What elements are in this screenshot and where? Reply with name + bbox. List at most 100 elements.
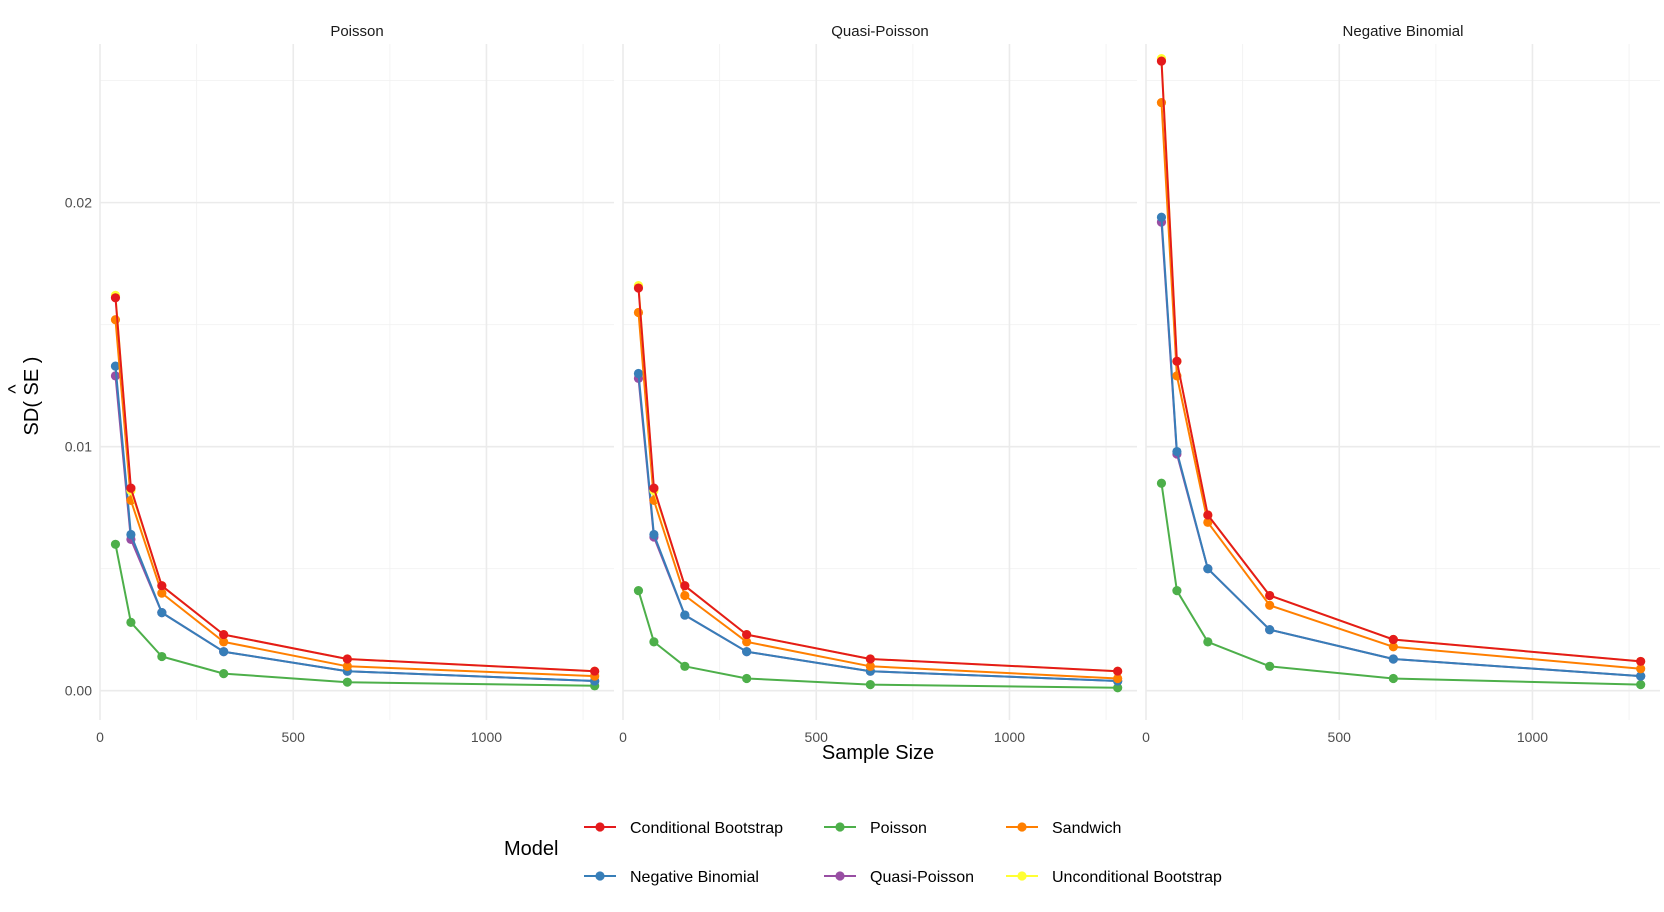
data-point-poisson [1636, 680, 1646, 690]
data-point-negative-binomial [157, 608, 167, 618]
legend-item-conditional-bootstrap: Conditional Bootstrap [584, 820, 783, 837]
data-point-negative-binomial [1265, 625, 1275, 635]
series-line-unconditional-bootstrap [114, 295, 595, 673]
legend-label: Quasi-Poisson [870, 869, 974, 886]
panel-title: Negative Binomial [1343, 23, 1464, 40]
data-point-conditional-bootstrap [157, 581, 167, 591]
legend-key-point [835, 871, 845, 881]
legend-item-poisson: Poisson [824, 820, 927, 837]
data-point-negative-binomial [633, 368, 644, 379]
data-point-poisson [1203, 637, 1213, 647]
data-point-conditional-bootstrap [219, 629, 229, 640]
data-point-sandwich [1636, 664, 1646, 674]
y-axis-title-group: SD( SE ) ^ [5, 357, 43, 436]
data-point-poisson [680, 661, 690, 671]
panel-title: Poisson [330, 23, 383, 40]
data-point-negative-binomial [1636, 671, 1646, 681]
y-axis-title: SD( SE ) [21, 357, 43, 436]
legend-item-unconditional-bootstrap: Unconditional Bootstrap [1006, 869, 1222, 886]
legend-item-sandwich: Sandwich [1006, 820, 1121, 837]
series-line-sandwich [1160, 102, 1641, 670]
data-point-sandwich [157, 588, 167, 598]
data-point-poisson [342, 677, 352, 687]
data-point-negative-binomial [110, 361, 121, 371]
legend-label: Conditional Bootstrap [630, 820, 783, 837]
data-point-sandwich [1265, 600, 1275, 610]
data-point-poisson [110, 539, 121, 549]
x-tick-label: 500 [282, 729, 306, 745]
series-line-negative-binomial [637, 373, 1118, 682]
data-point-conditional-bootstrap [1265, 590, 1275, 601]
series-line-conditional-bootstrap [114, 297, 595, 673]
data-point-conditional-bootstrap [342, 654, 352, 664]
legend-item-negative-binomial: Negative Binomial [584, 869, 759, 886]
legend-label: Sandwich [1052, 820, 1121, 837]
x-tick-label: 1000 [471, 729, 502, 745]
series-line-quasi-poisson [1160, 222, 1641, 678]
data-point-negative-binomial [742, 647, 752, 657]
data-point-poisson [649, 637, 659, 647]
series-line-sandwich [637, 312, 1118, 680]
legend-label: Negative Binomial [630, 869, 759, 886]
data-point-conditional-bootstrap [1388, 634, 1398, 645]
series-line-poisson [114, 544, 595, 687]
series-line-sandwich [114, 319, 595, 678]
x-tick-label: 0 [1142, 729, 1150, 745]
data-point-poisson [865, 680, 875, 690]
data-point-conditional-bootstrap [1156, 56, 1167, 66]
series-line-conditional-bootstrap [637, 287, 1118, 673]
data-point-negative-binomial [126, 529, 136, 540]
data-point-sandwich [342, 661, 352, 671]
data-point-negative-binomial [1388, 654, 1398, 664]
panel-poisson: Poisson 0 500 1000 [96, 23, 614, 745]
x-axis-title: Sample Size [822, 742, 934, 764]
data-point-poisson [1265, 661, 1275, 671]
y-tick-label: 0.02 [65, 195, 92, 211]
panel-title: Quasi-Poisson [831, 23, 929, 40]
legend-item-quasi-poisson: Quasi-Poisson [824, 869, 974, 886]
panels-layer: Poisson 0 500 1000 Quasi-Poisson 0 500 1000 Nega… [96, 23, 1660, 745]
panel-quasi-poisson: Quasi-Poisson 0 500 1000 [619, 23, 1137, 745]
legend-key-point [595, 871, 605, 881]
series-line-unconditional-bootstrap [1160, 58, 1641, 663]
series-line-poisson [637, 590, 1118, 689]
legend-label: Unconditional Bootstrap [1052, 869, 1222, 886]
series-line-quasi-poisson [114, 375, 595, 682]
x-tick-label: 500 [1328, 729, 1352, 745]
data-point-sandwich [742, 637, 752, 647]
data-point-conditional-bootstrap [126, 483, 136, 493]
data-point-conditional-bootstrap [680, 581, 690, 591]
data-point-conditional-bootstrap [1203, 510, 1213, 520]
legend-key-point [835, 822, 845, 832]
x-tick-label: 500 [805, 729, 829, 745]
data-point-sandwich [865, 661, 875, 671]
x-tick-label: 0 [96, 729, 104, 745]
series-line-conditional-bootstrap [1160, 61, 1641, 663]
legend-key-point [595, 822, 605, 832]
series-line-poisson [1160, 483, 1641, 686]
data-point-poisson [219, 669, 229, 679]
data-point-conditional-bootstrap [633, 283, 644, 293]
y-tick-label: 0.01 [65, 439, 92, 455]
series-line-negative-binomial [114, 366, 595, 682]
y-axis-title-text: SD( SE ) [21, 357, 43, 436]
data-point-poisson [126, 617, 136, 627]
legend: Model Conditional Bootstrap Poisson Sandwi… [504, 820, 1222, 886]
x-tick-label: 1000 [994, 729, 1025, 745]
x-tick-label: 0 [619, 729, 627, 745]
y-tick-label: 0.00 [65, 683, 92, 699]
data-point-conditional-bootstrap [742, 629, 752, 640]
data-point-sandwich [1388, 642, 1398, 652]
data-point-sandwich [1203, 517, 1213, 527]
series-line-quasi-poisson [637, 378, 1118, 682]
data-point-poisson [1172, 586, 1182, 596]
series-line-unconditional-bootstrap [637, 285, 1118, 673]
data-point-conditional-bootstrap [1636, 656, 1646, 667]
data-point-poisson [157, 651, 167, 662]
data-point-poisson [1113, 683, 1123, 693]
data-point-poisson [742, 673, 752, 684]
data-point-poisson [1156, 478, 1167, 488]
data-point-negative-binomial [1172, 446, 1182, 457]
data-point-conditional-bootstrap [649, 483, 659, 493]
